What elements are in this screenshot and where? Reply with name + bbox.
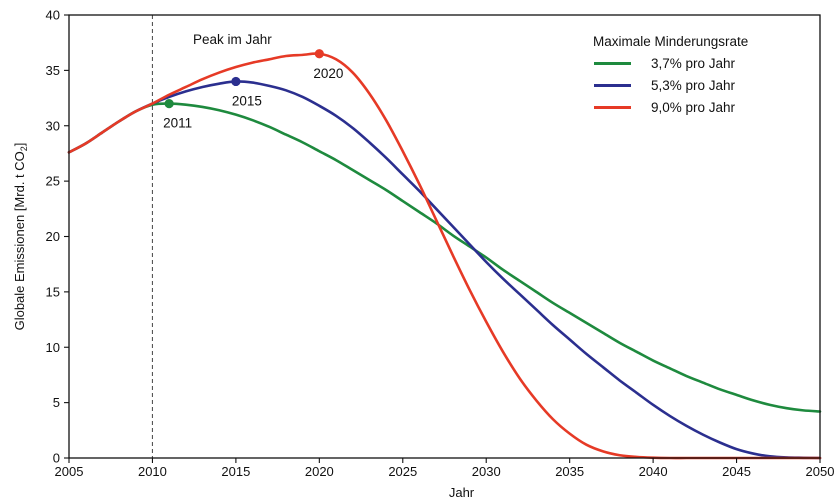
y-tick-label: 40 [46, 8, 60, 23]
peak-label-2020: 2020 [313, 66, 343, 81]
y-tick-label: 5 [53, 395, 60, 410]
series-line-1 [67, 102, 822, 413]
x-tick-label: 2050 [806, 464, 835, 479]
legend-label-3: 9,0% pro Jahr [651, 100, 736, 115]
peak-marker-2020 [314, 49, 324, 59]
y-tick-label: 10 [46, 340, 60, 355]
peak-marker-2015 [231, 76, 241, 87]
x-tick-label: 2045 [722, 464, 751, 479]
peak-label-2015: 2015 [232, 93, 262, 108]
peak-marker-layer: 2011 2015 2020 [163, 49, 343, 131]
x-tick-label: 2030 [472, 464, 501, 479]
y-tick-label: 0 [53, 451, 60, 466]
legend-label-2: 5,3% pro Jahr [651, 78, 736, 93]
x-tick-label: 2010 [138, 464, 167, 479]
y-tick-label: 30 [46, 118, 60, 133]
legend-title: Maximale Minderungsrate [593, 34, 748, 49]
legend-label-1: 3,7% pro Jahr [651, 56, 736, 71]
peak-marker-2011 [164, 99, 174, 109]
y-axis-title-subscript: 2 [19, 146, 29, 151]
peak-label-2011: 2011 [163, 116, 192, 131]
y-tick-label: 35 [46, 63, 60, 78]
x-tick-label: 2025 [388, 464, 417, 479]
y-tick-label: 20 [46, 229, 60, 244]
y-axis-title: Globale Emissionen [Mrd. t CO2] [12, 143, 29, 331]
peak-annotation: Peak im Jahr [193, 32, 272, 47]
y-axis-title-tail: ] [12, 143, 27, 147]
y-tick-label: 25 [46, 174, 60, 189]
y-tick-label: 15 [46, 284, 60, 299]
x-tick-label: 2005 [55, 464, 84, 479]
axis-layer: 2005 2010 2015 2020 2025 2030 2035 2040 2045 2050… [46, 8, 835, 480]
x-axis-title: Jahr [449, 485, 475, 500]
x-tick-label: 2035 [555, 464, 584, 479]
x-tick-label: 2020 [305, 464, 334, 479]
x-tick-label: 2015 [221, 464, 250, 479]
y-axis-title-main: Globale Emissionen [Mrd. t CO [12, 151, 27, 330]
legend: Maximale Minderungsrate 3,7% pro Jahr 5,3… [593, 34, 748, 115]
x-tick-label: 2040 [639, 464, 668, 479]
series-line-2 [67, 80, 822, 460]
